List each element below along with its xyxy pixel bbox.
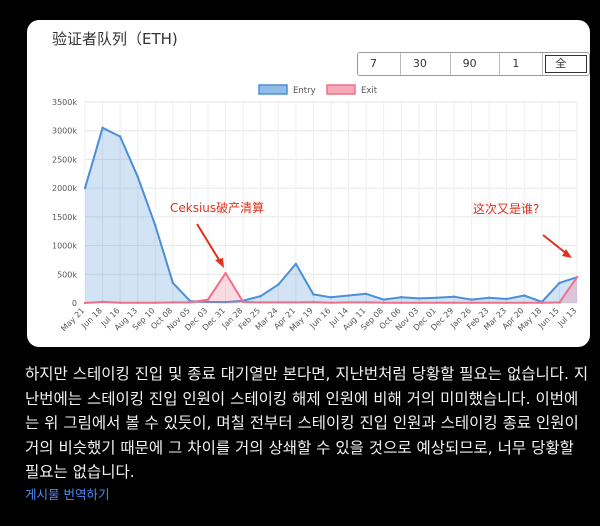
y-tick-label: 3000k	[52, 127, 77, 136]
data-point-exit	[505, 301, 508, 304]
data-point-exit	[347, 301, 350, 304]
data-point-exit	[417, 301, 421, 304]
y-tick-label: 1500k	[52, 213, 77, 222]
legend-label-exit: Exit	[361, 86, 378, 96]
data-point-exit	[558, 301, 561, 304]
data-point-entry	[382, 298, 385, 301]
data-point-exit	[83, 301, 87, 305]
data-point-entry	[400, 296, 403, 299]
range-90d-button[interactable]: 90天	[450, 53, 501, 75]
data-point-exit	[382, 301, 385, 304]
arrow-head-icon	[215, 258, 224, 268]
range-all-button[interactable]: 全部	[543, 53, 589, 75]
data-point-entry	[435, 296, 438, 300]
legend-label-entry: Entry	[293, 86, 316, 96]
y-tick-label: 500k	[57, 270, 77, 279]
data-point-exit	[400, 301, 403, 304]
data-point-exit	[575, 275, 579, 279]
data-point-exit	[364, 301, 368, 304]
data-point-entry	[470, 298, 473, 301]
data-point-exit	[259, 301, 262, 304]
data-point-exit	[312, 300, 315, 304]
chart-card: 验证者队列（ETH) 7天 30天 90天 1年 全部 Entry Exit 0 5…	[27, 20, 590, 347]
series-area-entry	[85, 127, 577, 303]
range-30d-button[interactable]: 30天	[400, 53, 451, 75]
data-point-entry	[154, 224, 157, 227]
data-point-exit	[435, 301, 438, 304]
data-point-entry	[101, 126, 104, 130]
y-tick-label: 3500k	[52, 98, 77, 107]
data-point-exit	[136, 301, 139, 304]
annotation-arrow	[196, 223, 222, 264]
data-point-entry	[558, 281, 561, 285]
data-point-exit	[470, 301, 473, 304]
data-point-exit	[523, 301, 526, 304]
annotation-who: 这次又是谁?	[473, 201, 539, 216]
data-point-entry	[364, 292, 368, 296]
chart-series	[83, 126, 579, 305]
data-point-entry	[417, 297, 421, 300]
data-point-exit	[487, 301, 491, 304]
data-point-entry	[171, 281, 175, 285]
data-point-entry	[523, 294, 526, 297]
data-point-entry	[487, 296, 491, 300]
validator-queue-chart: Entry Exit 0 500k 1000k 1500k 2000k 2500k 3000k…	[52, 84, 579, 333]
annotation-celsius: Ceksius破产清算	[170, 200, 264, 215]
data-point-entry	[312, 293, 315, 296]
data-point-exit	[294, 301, 298, 304]
y-tick-label: 1000k	[52, 242, 77, 251]
data-point-exit	[241, 300, 245, 304]
data-point-exit	[206, 298, 210, 301]
data-point-entry	[347, 294, 350, 297]
legend-swatch-entry	[258, 84, 288, 95]
chart-title: 验证者队列（ETH)	[52, 30, 178, 48]
arrow-head-icon	[562, 249, 572, 258]
data-point-exit	[452, 301, 456, 304]
annotation-arrow	[542, 234, 568, 255]
y-tick-label: 2500k	[52, 155, 77, 164]
x-tick-label: May 21	[59, 306, 86, 333]
translate-post-link[interactable]: 게시물 번역하기	[25, 487, 110, 502]
data-point-exit	[189, 301, 192, 304]
chart-annotations: Ceksius破产清算 这次又是谁?	[170, 200, 572, 268]
data-point-exit	[329, 301, 333, 304]
data-point-exit	[277, 301, 280, 304]
data-point-exit	[154, 301, 157, 304]
data-point-entry	[224, 300, 227, 304]
y-tick-label: 2000k	[52, 184, 77, 193]
post-body: 하지만 스테이킹 진입 및 종료 대기열만 본다면, 지난번처럼 당황할 필요는…	[25, 365, 589, 481]
data-point-entry	[118, 135, 122, 138]
data-point-entry	[83, 186, 87, 190]
chart-legend: Entry Exit	[258, 84, 378, 96]
y-axis: 0 500k 1000k 1500k 2000k 2500k 3000k 3500k	[52, 98, 77, 308]
data-point-exit	[224, 271, 227, 275]
data-point-exit	[540, 301, 544, 304]
data-point-entry	[259, 294, 262, 298]
range-1y-button[interactable]: 1年	[500, 53, 544, 75]
legend-swatch-exit	[326, 84, 356, 95]
data-point-entry	[505, 297, 508, 301]
y-tick-label: 0	[72, 299, 77, 308]
data-point-entry	[277, 283, 280, 286]
data-point-entry	[136, 175, 139, 178]
x-tick-label: Jul 13	[556, 306, 579, 329]
data-point-exit	[101, 300, 104, 304]
time-range-selector: 7天 30天 90天 1年 全部	[357, 52, 590, 76]
data-point-exit	[171, 301, 175, 304]
data-point-entry	[206, 300, 210, 304]
data-point-entry	[452, 295, 456, 298]
data-point-exit	[118, 301, 122, 304]
data-point-entry	[329, 296, 333, 299]
range-7d-button[interactable]: 7天	[358, 53, 401, 75]
data-point-entry	[294, 262, 298, 266]
